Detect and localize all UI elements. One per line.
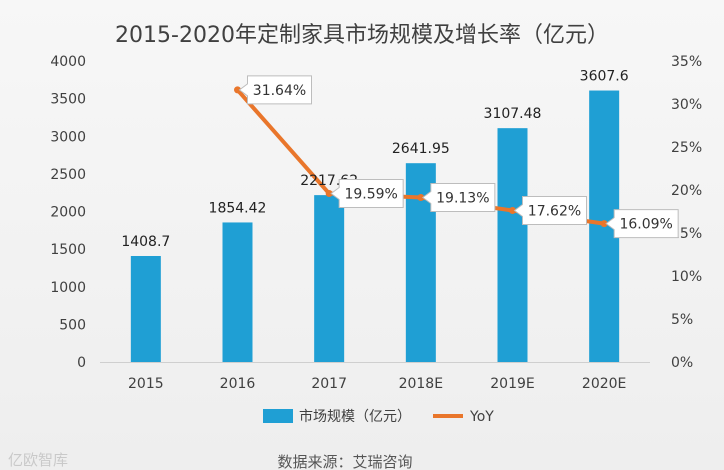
bar-data-label: 3107.48 <box>484 106 542 122</box>
x-tick-label: 2020E <box>582 376 626 392</box>
bar-series <box>130 90 620 362</box>
axes: 0 500 1000 1500 2000 2500 3000 3500 4000 0% 5% 10% 1… <box>50 54 702 392</box>
yoy-data-label: 19.59% <box>344 187 397 203</box>
yoy-data-label: 31.64% <box>253 83 306 99</box>
bar-data-label: 2641.95 <box>392 141 450 157</box>
x-tick-label: 2016 <box>220 376 256 392</box>
y-right-tick-label: 15% <box>671 226 702 242</box>
yoy-callout <box>513 195 587 225</box>
watermark: 亿欧智库 <box>8 451 68 469</box>
legend: 市场规模（亿元） YoY <box>263 408 494 425</box>
yoy-data-label: 19.13% <box>436 190 489 206</box>
y-left-tick-label: 0 <box>77 355 86 371</box>
y-left-tick-label: 2500 <box>50 167 86 183</box>
y-right-tick-label: 35% <box>671 54 702 70</box>
bar <box>222 222 253 362</box>
y-left-tick-label: 500 <box>59 317 86 333</box>
source-note: 数据来源：艾瑞咨询 <box>277 453 412 470</box>
yoy-callout <box>330 179 404 209</box>
x-tick-label: 2015 <box>128 376 164 392</box>
y-left-tick-label: 1000 <box>50 280 86 296</box>
bar-data-label: 1854.42 <box>209 200 267 216</box>
line-series: 1408.71854.422217.622641.953107.483607.6… <box>121 69 679 250</box>
y-left-tick-label: 1500 <box>50 242 86 258</box>
yoy-data-label: 16.09% <box>619 217 672 233</box>
yoy-callout <box>605 209 679 239</box>
yoy-callout <box>238 75 312 105</box>
y-left-tick-label: 3500 <box>50 92 86 108</box>
bar-data-label: 1408.7 <box>121 234 170 250</box>
chart-title: 2015-2020年定制家具市场规模及增长率（亿元） <box>115 23 609 48</box>
yoy-point <box>417 193 425 201</box>
x-tick-label: 2019E <box>490 376 534 392</box>
legend-label-line: YoY <box>469 409 494 425</box>
yoy-callout <box>421 182 496 212</box>
y-right-tick-label: 0% <box>671 355 693 371</box>
x-tick-label: 2017 <box>311 376 347 392</box>
y-right-tick-label: 5% <box>671 312 693 328</box>
y-right-tick-label: 25% <box>671 140 702 156</box>
bar-data-label: 3607.6 <box>580 69 629 85</box>
bar <box>130 255 161 362</box>
bar <box>314 195 345 362</box>
x-tick-label: 2018E <box>399 376 443 392</box>
legend-label-bar: 市场规模（亿元） <box>299 408 411 425</box>
y-right-tick-label: 10% <box>671 269 702 285</box>
y-left-tick-label: 3000 <box>50 129 86 145</box>
y-right-tick-label: 20% <box>671 183 702 199</box>
y-left-tick-label: 2000 <box>50 205 86 221</box>
bar <box>497 128 528 362</box>
yoy-point <box>234 86 241 94</box>
y-right-tick-label: 30% <box>671 97 702 113</box>
legend-swatch-bar <box>263 409 293 423</box>
yoy-point <box>325 190 333 198</box>
y-left-tick-label: 4000 <box>50 54 86 70</box>
yoy-point <box>509 206 516 214</box>
yoy-data-label: 17.62% <box>528 203 581 219</box>
yoy-point <box>600 220 608 228</box>
